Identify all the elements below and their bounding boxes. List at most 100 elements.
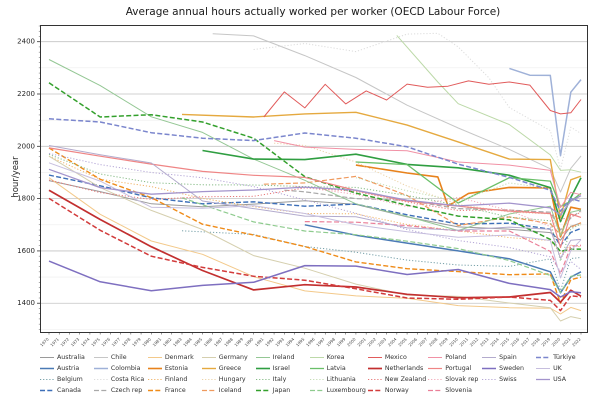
legend-item-poland: Poland [428, 352, 480, 363]
series-line-uk [48, 162, 582, 279]
plot-area: 1400 1600 1800 2000 2200 2400 1970 1971 1972 1973… [17, 25, 588, 347]
series-line-australia [48, 180, 582, 241]
x-tick-label: 1984 [182, 336, 193, 347]
series-line-poland [273, 140, 582, 208]
x-tick-label: 2014 [489, 336, 500, 347]
x-tick-label: 1989 [233, 336, 244, 347]
legend-item-belgium: Belgium [40, 374, 92, 385]
legend-item-france: France [147, 385, 200, 396]
x-tick-label: 1996 [305, 336, 316, 347]
x-tick-label: 2010 [448, 336, 459, 347]
x-tick-label: 1998 [325, 336, 336, 347]
legend-label: Hungary [218, 376, 246, 383]
series-line-belgium [181, 230, 582, 292]
legend-label: Japan [272, 387, 291, 394]
x-tick-label: 2018 [530, 336, 541, 347]
x-tick-label: 1980 [141, 336, 152, 347]
legend-item-uk: UK [536, 363, 588, 374]
x-tick-label: 2001 [356, 336, 367, 347]
legend-swatch [255, 357, 270, 358]
x-tick-label: 2004 [387, 336, 398, 347]
legend-label: USA [553, 376, 567, 383]
legend-item-lithuania: Lithuania [309, 374, 366, 385]
legend-label: Australia [57, 354, 85, 361]
series-line-sweden [48, 260, 582, 298]
x-tick-label: 2019 [540, 336, 551, 347]
legend-label: Finland [164, 376, 188, 383]
series-line-japan [48, 82, 581, 253]
legend-swatch [428, 367, 443, 370]
y-tick-label: 1600 [17, 247, 35, 255]
legend-label: Denmark [164, 354, 194, 361]
legend-swatch [93, 379, 108, 380]
legend-swatch [536, 368, 551, 369]
x-tick-label: 1985 [192, 336, 203, 347]
x-tick-label: 2022 [571, 336, 582, 347]
x-tick-label: 2003 [377, 336, 388, 347]
chart-title: Average annual hours actually worked per… [125, 6, 501, 18]
x-tick-label: 1982 [162, 336, 173, 347]
series-line-greece [181, 111, 582, 219]
series-line-iceland [263, 175, 582, 236]
legend-swatch [201, 367, 216, 370]
series-line-israel [202, 149, 582, 223]
x-tick-label: 1970 [39, 336, 50, 347]
series-line-ireland [48, 59, 582, 236]
legend-label: Czech rep [110, 387, 143, 394]
series-line-new-zealand [48, 179, 582, 220]
legend-label: Estonia [164, 365, 189, 372]
series-line-netherlands [48, 189, 582, 304]
series-line-costa-rica [253, 32, 582, 170]
legend-item-colombia: Colombia [93, 363, 146, 374]
legend-swatch [147, 367, 162, 370]
legend-swatch [201, 357, 216, 358]
series-line-türkiye [48, 118, 582, 212]
legend-item-japan: Japan [255, 385, 308, 396]
legend-swatch [255, 389, 270, 392]
legend-item-hungary: Hungary [201, 374, 254, 385]
x-tick-label: 1971 [49, 336, 60, 347]
legend-swatch [40, 357, 54, 358]
series-line-norway [48, 197, 582, 312]
legend-label: Sweden [499, 365, 525, 372]
legend-item-norway: Norway [367, 385, 426, 396]
legend-item-latvia: Latvia [309, 363, 366, 374]
x-tick-label: 1975 [90, 336, 101, 347]
legend-swatch [367, 389, 382, 392]
x-tick-label: 1977 [111, 336, 122, 347]
legend-item-israel: Israel [255, 363, 308, 374]
legend-item-chile: Chile [93, 352, 146, 363]
legend-label: Norway [384, 387, 409, 394]
legend-swatch [536, 356, 551, 359]
legend-swatch [201, 389, 216, 392]
legend-item-estonia: Estonia [147, 363, 200, 374]
x-tick-label: 1991 [254, 336, 265, 347]
x-tick-label: 2007 [418, 336, 429, 347]
series-line-lithuania [355, 177, 582, 212]
x-tick-label: 1978 [121, 336, 132, 347]
legend-label: Canada [57, 387, 81, 394]
legend-label: Spain [499, 354, 517, 361]
x-tick-label: 1987 [213, 336, 224, 347]
legend-label: Greece [218, 365, 242, 372]
legend-item-ireland: Ireland [255, 352, 308, 363]
legend-label: Israel [272, 365, 290, 372]
y-tick-label: 2000 [17, 142, 35, 150]
x-tick-label: 2012 [469, 336, 480, 347]
x-tick-label: 2006 [407, 336, 418, 347]
legend-label: Korea [326, 354, 345, 361]
legend-label: Portugal [445, 365, 472, 372]
legend-label: Poland [445, 354, 467, 361]
x-tick-label: 1990 [244, 336, 255, 347]
x-tick-label: 2005 [397, 336, 408, 347]
legend-swatch [40, 389, 54, 392]
legend-swatch [482, 367, 497, 370]
series-line-slovak-rep [294, 185, 582, 259]
series-line-germany [48, 155, 582, 322]
legend-label: Türkiye [553, 354, 576, 361]
series-line-portugal [48, 147, 582, 249]
legend-item-new-zealand: New Zealand [367, 374, 426, 385]
legend-label: Slovenia [445, 387, 473, 394]
x-tick-label: 1976 [100, 336, 111, 347]
legend-item-usa: USA [536, 374, 588, 385]
